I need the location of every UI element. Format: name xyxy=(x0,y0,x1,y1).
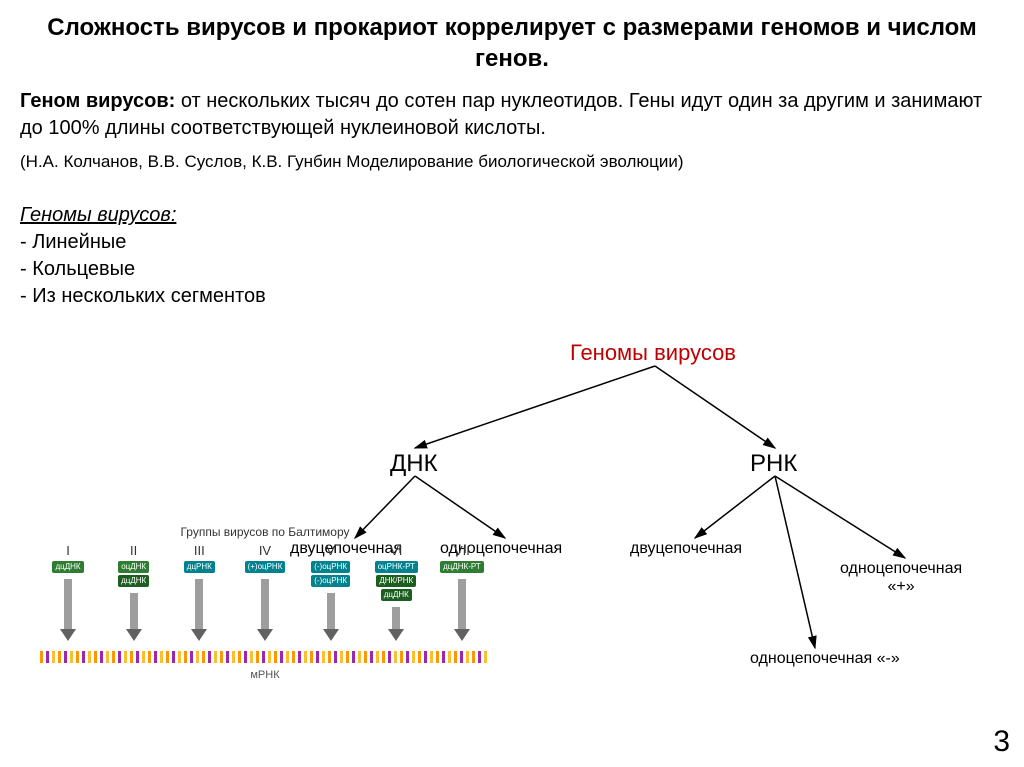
baltimore-group-num: VII xyxy=(454,543,470,558)
baltimore-arrow-icon xyxy=(124,591,144,643)
citation: (Н.А. Колчанов, В.В. Суслов, К.В. Гунбин… xyxy=(0,144,1024,174)
baltimore-col: V (-)оцРНК (-)оцРНК xyxy=(303,543,359,643)
baltimore-group-num: II xyxy=(130,543,137,558)
baltimore-col: III дцРНК xyxy=(171,543,227,643)
page-number: 3 xyxy=(993,725,1010,759)
baltimore-tag: ДНК/РНК xyxy=(376,575,416,587)
baltimore-group-num: V xyxy=(326,543,335,558)
baltimore-arrow-icon xyxy=(255,577,275,643)
intro-paragraph: Геном вирусов: от нескольких тысяч до со… xyxy=(0,82,1024,144)
genomes-bullets: - Линейные- Кольцевые- Из нескольких сег… xyxy=(0,229,1024,310)
baltimore-columns: IдцДНК II оцДНК дцДНК III дцРНК IV (+)оцРНК V (-)… xyxy=(30,543,500,643)
para-bold: Геном вирусов: xyxy=(20,90,175,112)
baltimore-tag: дцДНК xyxy=(118,575,149,587)
baltimore-tag: дцДНК xyxy=(381,589,412,601)
mrna-label: мРНК xyxy=(30,669,500,681)
baltimore-col: IV (+)оцРНК xyxy=(237,543,293,643)
baltimore-col: IдцДНК xyxy=(40,543,96,643)
baltimore-group-num: VI xyxy=(390,543,402,558)
tree-node-dna: ДНК xyxy=(390,450,438,478)
baltimore-col: II оцДНК дцДНК xyxy=(106,543,162,643)
tree-node-rna_ss_plus: одноцепочечная«+» xyxy=(840,560,962,596)
bullet-item: - Линейные xyxy=(20,229,1004,256)
tree-node-rna_ss_minus: одноцепочечная «-» xyxy=(750,650,900,668)
baltimore-tag: оцДНК xyxy=(118,561,149,573)
baltimore-diagram: Группы вирусов по Балтимору IдцДНК II оцДН… xyxy=(30,525,500,755)
baltimore-title: Группы вирусов по Балтимору xyxy=(30,525,500,539)
bullet-item: - Из нескольких сегментов xyxy=(20,283,1004,310)
baltimore-col: VII дцДНК-РТ xyxy=(434,543,490,643)
baltimore-group-num: IV xyxy=(259,543,271,558)
baltimore-col: VI оцРНК-РТ ДНК/РНК дцДНК xyxy=(368,543,424,643)
baltimore-tag: дцДНК xyxy=(52,561,83,573)
tree-node-rna_ds: двуцепочечная xyxy=(630,540,742,558)
bullet-item: - Кольцевые xyxy=(20,256,1004,283)
baltimore-group-num: I xyxy=(66,543,70,558)
tree-node-rna: РНК xyxy=(750,450,797,478)
genomes-subhead: Геномы вирусов: xyxy=(0,174,1024,229)
baltimore-tag: дцРНК xyxy=(184,561,215,573)
baltimore-group-num: III xyxy=(194,543,205,558)
baltimore-tag: (-)оцРНК xyxy=(311,575,350,587)
baltimore-tag: (+)оцРНК xyxy=(245,561,286,573)
baltimore-tag: оцРНК-РТ xyxy=(375,561,418,573)
baltimore-arrow-icon xyxy=(386,605,406,643)
baltimore-arrow-icon xyxy=(452,577,472,643)
tree-node-root: Геномы вирусов xyxy=(570,340,736,366)
baltimore-tag: (-)оцРНК xyxy=(311,561,350,573)
baltimore-arrow-icon xyxy=(58,577,78,643)
baltimore-arrow-icon xyxy=(321,591,341,643)
slide-title: Сложность вирусов и прокариот коррелируе… xyxy=(0,0,1024,82)
mrna-track xyxy=(40,645,490,667)
baltimore-arrow-icon xyxy=(189,577,209,643)
baltimore-tag: дцДНК-РТ xyxy=(440,561,484,573)
